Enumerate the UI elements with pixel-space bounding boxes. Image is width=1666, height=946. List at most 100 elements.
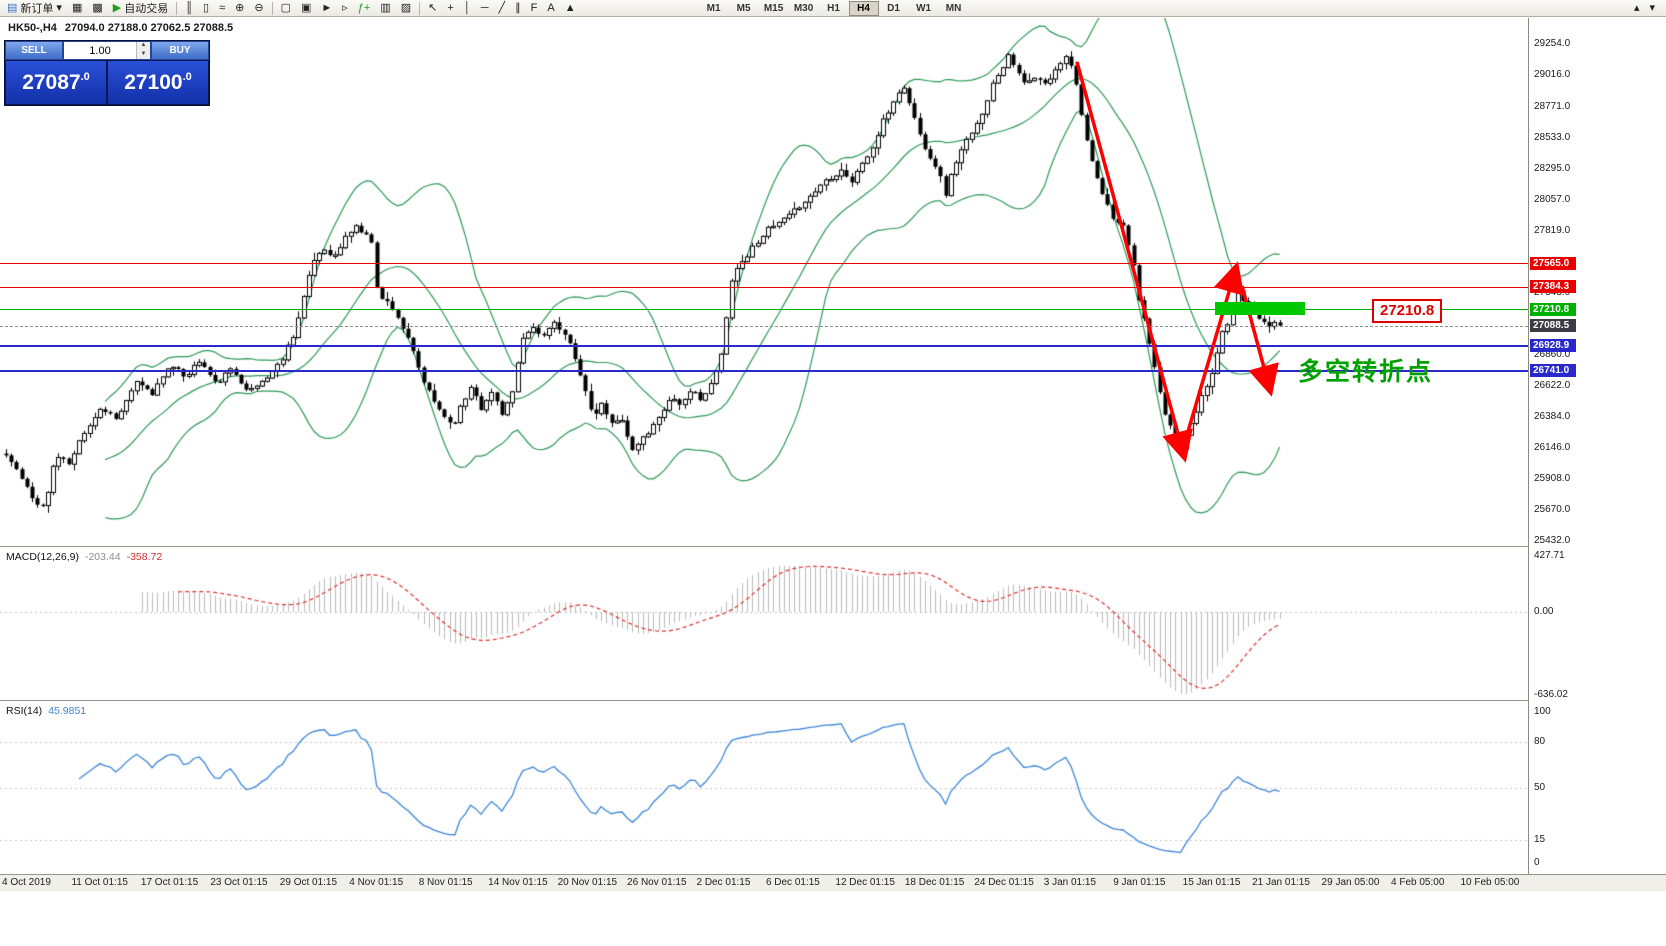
indicators-icon: ƒ+: [357, 1, 371, 14]
time-axis-label: 12 Dec 01:15: [835, 877, 895, 888]
horizontal-line-tool-button[interactable]: ─: [476, 0, 494, 17]
autotrading-button[interactable]: ▶ 自动交易: [108, 0, 173, 17]
candlestick-chart-button[interactable]: ▯: [198, 0, 214, 17]
bars-chart-icon: ║: [185, 1, 194, 14]
buy-button[interactable]: BUY: [151, 41, 209, 60]
price-axis-label: 25908.0: [1534, 473, 1571, 485]
chart-window-button[interactable]: ▦: [67, 0, 87, 17]
rsi-canvas[interactable]: [0, 702, 1528, 874]
volume-down-button[interactable]: ▼: [137, 50, 150, 59]
time-axis-label: 8 Nov 01:15: [418, 877, 473, 888]
rsi-name: RSI(14): [6, 705, 43, 717]
price-callout-label[interactable]: 27210.8: [1372, 299, 1443, 323]
tile-windows-icon: ▩: [92, 1, 103, 14]
tile-windows-button[interactable]: ▩: [87, 0, 107, 17]
macd-canvas[interactable]: [0, 548, 1528, 700]
toolbar-separator: [271, 1, 273, 15]
macd-main-value: -203.44: [84, 551, 121, 563]
time-axis-label: 9 Jan 01:15: [1113, 877, 1166, 888]
time-axis[interactable]: 4 Oct 2019 11 Oct 01:15 17 Oct 01:15 23 Oct…: [0, 874, 1666, 891]
timeframe-button-M30[interactable]: M30: [793, 2, 814, 14]
auto-scroll-button[interactable]: ►: [316, 0, 337, 17]
macd-axis-label: 427.71: [1534, 550, 1565, 561]
new-chart-icon: ▢: [280, 1, 291, 14]
fibonacci-tool-button[interactable]: F: [526, 0, 543, 17]
new-chart-button[interactable]: ▢: [276, 0, 296, 17]
timeframe-button-D1[interactable]: D1: [887, 2, 900, 14]
cursor-tool-button[interactable]: ↖: [423, 0, 442, 17]
channel-tool-button[interactable]: ∥: [510, 0, 526, 17]
zoom-in-button[interactable]: ⊕: [230, 0, 249, 17]
price-axis[interactable]: 29254.0 29016.0 28771.0 28533.0 28295.0 28057…: [1528, 18, 1666, 874]
buy-price-button[interactable]: 27100 .0: [107, 60, 209, 105]
macd-name: MACD(12,26,9): [6, 551, 79, 563]
price-axis-label: 26860.0: [1534, 349, 1571, 361]
vertical-line-icon: │: [463, 1, 471, 14]
periods-icon: ▥: [380, 1, 391, 14]
timeframe-button-M1[interactable]: M1: [706, 2, 721, 14]
time-axis-label: 2 Dec 01:15: [696, 877, 751, 888]
trendline-tool-button[interactable]: ╱: [493, 0, 510, 17]
bars-chart-button[interactable]: ║: [180, 0, 198, 17]
vertical-line-tool-button[interactable]: │: [459, 0, 476, 17]
panel-divider[interactable]: [0, 546, 1666, 549]
text-icon: A: [547, 1, 555, 14]
zoom-out-icon: ⊖: [254, 1, 264, 14]
chart-shift-icon: ▹: [342, 1, 348, 14]
price-tag-26741.0: 26741.0: [1530, 363, 1576, 377]
templates-button[interactable]: ▨: [396, 0, 416, 17]
timeframe-button-H4[interactable]: H4: [848, 0, 879, 16]
indicators-button[interactable]: ƒ+: [353, 0, 376, 17]
volume-up-button[interactable]: ▲: [137, 42, 150, 51]
zoom-out-button[interactable]: ⊖: [249, 0, 268, 17]
crosshair-tool-button[interactable]: +: [442, 0, 458, 17]
time-axis-label: 24 Dec 01:15: [974, 877, 1034, 888]
toolbar-expand-button[interactable]: ▾: [1644, 0, 1660, 17]
line-chart-button[interactable]: ≈: [214, 0, 230, 17]
main-chart-canvas[interactable]: [0, 18, 1528, 546]
supply-zone-rect[interactable]: [1215, 302, 1305, 315]
auto-scroll-icon: ►: [321, 1, 333, 14]
time-axis-label: 29 Jan 05:00: [1321, 877, 1380, 888]
toolbar-collapse-button[interactable]: ▴: [1629, 0, 1645, 17]
timeframe-button-W1[interactable]: W1: [916, 2, 932, 14]
periods-button[interactable]: ▥: [375, 0, 395, 17]
timeframe-button-H1[interactable]: H1: [827, 2, 840, 14]
price-axis-label: 29016.0: [1534, 68, 1571, 80]
macd-signal-value: -358.72: [126, 551, 163, 563]
price-axis-label: 26622.0: [1534, 380, 1571, 392]
time-axis-label: 15 Jan 01:15: [1182, 877, 1241, 888]
toolbar: ▤ 新订单 ▾ ▦ ▩ ▶ 自动交易 ║ ▯ ≈ ⊕ ⊖ ▢ ▣ ► ▹ ƒ+ …: [0, 0, 1666, 17]
new-order-button[interactable]: ▤ 新订单 ▾: [2, 0, 67, 17]
chart-shift-button[interactable]: ▹: [337, 0, 353, 17]
profiles-button[interactable]: ▣: [296, 0, 316, 17]
panel-divider[interactable]: [0, 700, 1666, 703]
volume-input[interactable]: [64, 42, 136, 59]
sell-button[interactable]: SELL: [5, 41, 63, 60]
timeframe-button-M5[interactable]: M5: [736, 2, 751, 14]
templates-icon: ▨: [400, 1, 412, 14]
price-axis-label: 26146.0: [1534, 442, 1571, 454]
symbol-timeframe-label: HK50-,H4: [8, 22, 57, 34]
candlestick-chart-icon: ▯: [203, 1, 210, 14]
toolbar-separator: [176, 1, 178, 15]
macd-label: MACD(12,26,9) -203.44 -358.72: [6, 551, 162, 563]
macd-axis-label: -636.02: [1534, 689, 1568, 701]
timeframe-button-M15[interactable]: M15: [763, 2, 784, 14]
price-axis-label: 29254.0: [1534, 38, 1571, 49]
time-axis-label: 14 Nov 01:15: [488, 877, 548, 888]
price-axis-label: 28533.0: [1534, 131, 1571, 143]
sell-price-button[interactable]: 27087 .0: [5, 60, 107, 105]
arrows-tool-button[interactable]: ▲: [560, 0, 581, 17]
rsi-value: 45.9851: [48, 705, 87, 717]
crosshair-icon: +: [447, 1, 454, 14]
timeframe-button-MN[interactable]: MN: [945, 2, 962, 14]
time-axis-label: 20 Nov 01:15: [557, 877, 618, 888]
volume-stepper: ▲ ▼: [136, 42, 150, 59]
turning-point-note[interactable]: 多空转折点: [1298, 358, 1434, 386]
chevron-down-icon: ▾: [56, 1, 62, 14]
price-tag-27384.3: 27384.3: [1530, 280, 1576, 294]
channel-icon: ∥: [515, 1, 521, 14]
text-tool-button[interactable]: A: [542, 0, 559, 17]
time-axis-label: 26 Nov 01:15: [627, 877, 687, 888]
